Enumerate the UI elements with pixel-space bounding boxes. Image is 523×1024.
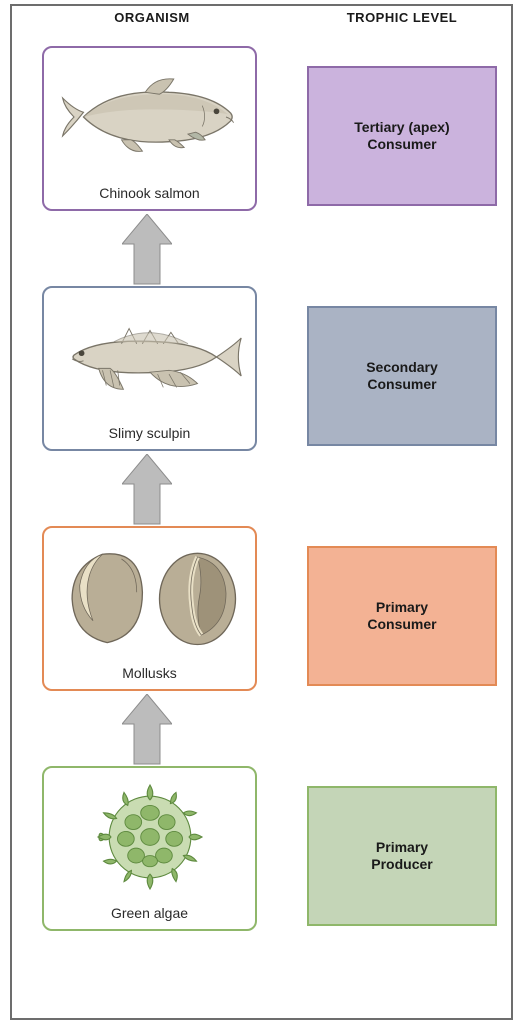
trophic-label-primary-producer: PrimaryProducer — [371, 839, 432, 874]
mollusk-left-icon — [72, 553, 142, 642]
trophic-box-tertiary: Tertiary (apex)Consumer — [307, 66, 497, 206]
mollusks-illustration — [44, 528, 255, 665]
trophic-box-primary-producer: PrimaryProducer — [307, 786, 497, 926]
organism-label-primary-producer: Green algae — [111, 905, 188, 921]
sculpin-icon — [72, 328, 241, 389]
organism-box-primary-consumer: Mollusks — [42, 526, 257, 691]
salmon-illustration — [44, 48, 255, 185]
flow-arrow-2to3 — [122, 454, 172, 526]
flow-arrow-1to2 — [122, 694, 172, 766]
organism-label-tertiary: Chinook salmon — [99, 185, 199, 201]
mollusk-right-icon — [159, 553, 235, 644]
trophic-label-primary-consumer: PrimaryConsumer — [367, 599, 436, 634]
trophic-box-primary-consumer: PrimaryConsumer — [307, 546, 497, 686]
organism-label-secondary: Slimy sculpin — [109, 425, 191, 441]
trophic-label-secondary: SecondaryConsumer — [366, 359, 438, 394]
flow-arrow-3to4 — [122, 214, 172, 286]
organism-label-primary-consumer: Mollusks — [122, 665, 176, 681]
column-header-organism: ORGANISM — [82, 10, 222, 25]
algae-icon — [98, 785, 202, 889]
salmon-icon — [62, 78, 233, 151]
column-header-trophic: TROPHIC LEVEL — [332, 10, 472, 25]
sculpin-illustration — [44, 288, 255, 425]
organism-box-secondary: Slimy sculpin — [42, 286, 257, 451]
trophic-label-tertiary: Tertiary (apex)Consumer — [354, 119, 449, 154]
trophic-box-secondary: SecondaryConsumer — [307, 306, 497, 446]
diagram-frame: ORGANISM TROPHIC LEVEL Chinook salm — [10, 4, 513, 1020]
organism-box-primary-producer: Green algae — [42, 766, 257, 931]
algae-illustration — [44, 768, 255, 905]
organism-box-tertiary: Chinook salmon — [42, 46, 257, 211]
